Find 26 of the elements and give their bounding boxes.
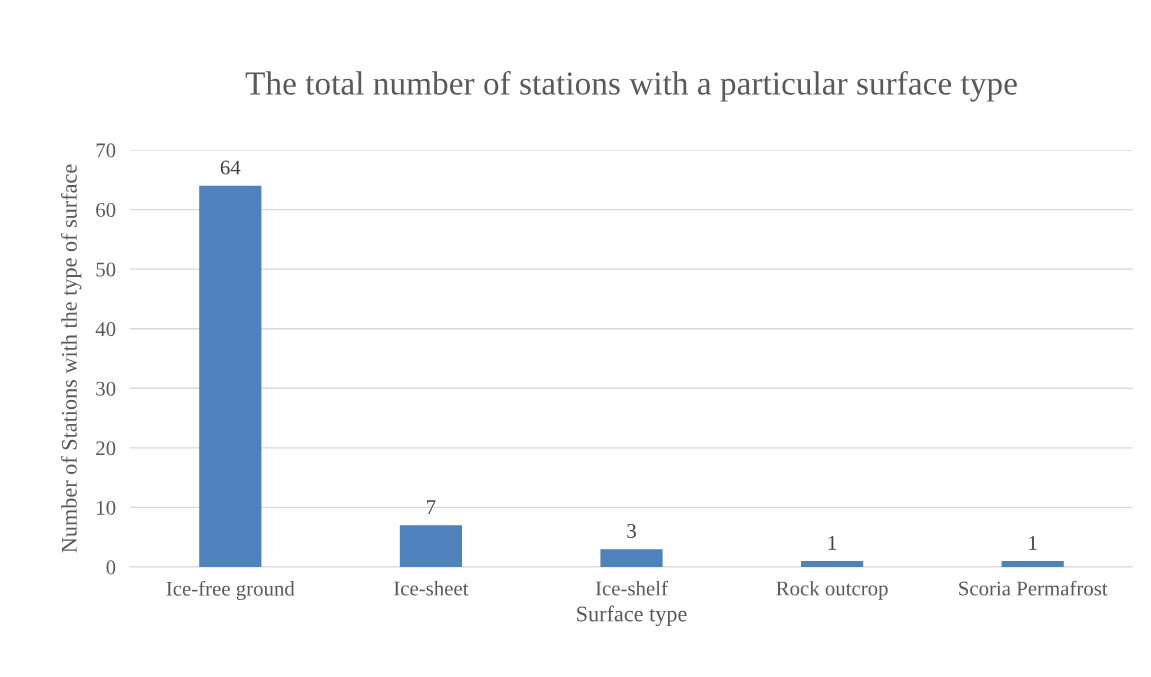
y-tick-label: 10	[97, 500, 116, 515]
data-label: 7	[427, 500, 436, 514]
chart-title: The total number of stations with a particular surface type	[245, 70, 1017, 102]
data-label: 3	[627, 523, 636, 538]
y-tick-label: 20	[96, 441, 116, 456]
y-tick-label: 50	[96, 262, 116, 277]
y-tick-label: 70	[96, 143, 116, 158]
x-axis-title: Surface type	[577, 605, 687, 627]
data-label: 64	[220, 160, 241, 175]
data-label: 1	[828, 535, 837, 550]
y-tick-label: 40	[95, 322, 116, 337]
y-axis-title: Number of Stations with the type of surface	[60, 164, 82, 553]
x-tick-label: Ice-free ground	[166, 580, 295, 601]
x-tick-label: Ice-sheet	[394, 580, 469, 596]
y-tick-label: 60	[96, 202, 116, 217]
x-tick-label: Scoria Permafrost	[959, 580, 1108, 596]
bar	[600, 549, 663, 567]
bar	[1001, 561, 1064, 567]
bar	[399, 525, 462, 567]
bar	[801, 561, 864, 567]
y-tick-label: 0	[106, 560, 116, 575]
x-tick-label: Ice-shelf	[595, 580, 668, 596]
data-label: 1	[1029, 535, 1037, 550]
bar	[199, 185, 262, 567]
y-tick-label: 30	[96, 381, 116, 396]
x-tick-label: Rock outcrop	[776, 580, 888, 600]
